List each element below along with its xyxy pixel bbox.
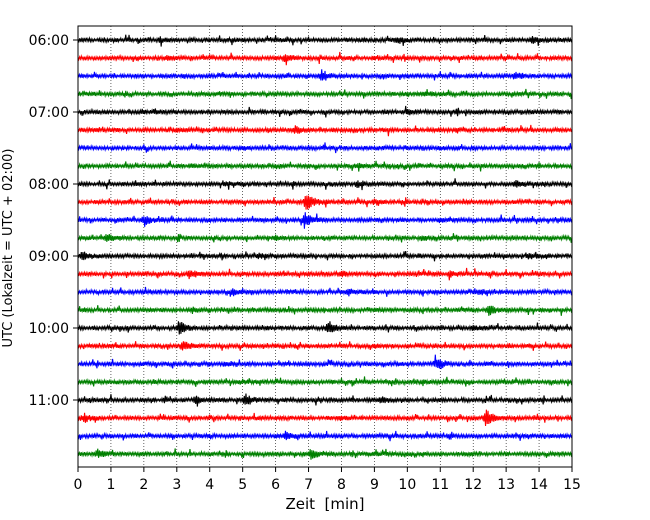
x-tick-label: 0	[74, 477, 83, 493]
trace-line	[77, 34, 573, 47]
trace-line	[77, 341, 573, 351]
x-tick-label: 7	[304, 477, 313, 493]
y-tick-label: 06:00	[29, 33, 69, 49]
trace-line	[77, 393, 573, 407]
trace-line	[77, 305, 573, 316]
x-tick-label: 5	[238, 477, 247, 493]
trace-line	[77, 430, 573, 442]
y-axis-ticks: 06:00 07:00 08:00 09:00 10:00 11:00	[29, 33, 78, 409]
x-tick-label: 6	[271, 477, 280, 493]
plot-frame	[77, 25, 573, 468]
trace-line	[77, 233, 573, 243]
trace-line	[77, 178, 573, 191]
trace-line	[77, 354, 573, 370]
x-tick-label: 10	[398, 477, 416, 493]
trace-line	[77, 448, 573, 460]
x-tick-label: 8	[337, 477, 346, 493]
x-tick-label: 9	[370, 477, 379, 493]
x-tick-label: 2	[139, 477, 148, 493]
trace-line	[77, 267, 573, 281]
y-tick-label: 10:00	[29, 321, 69, 337]
trace-line	[77, 376, 573, 387]
y-tick-label: 07:00	[29, 105, 69, 121]
y-tick-label: 11:00	[29, 393, 69, 409]
trace-line	[77, 286, 573, 297]
x-axis-ticks: 0 1 2 3 4 5 6 7 8 9 10 11 12 13 14 15	[74, 467, 581, 493]
y-axis-label: UTC (Lokalzeit = UTC + 02:00)	[1, 149, 16, 348]
trace-line	[77, 105, 573, 118]
x-axis-label: Zeit [min]	[285, 495, 364, 513]
trace-line	[77, 51, 573, 66]
x-tick-label: 3	[172, 477, 181, 493]
x-tick-label: 1	[106, 477, 115, 493]
y-tick-label: 09:00	[29, 249, 69, 265]
trace-line	[77, 88, 573, 100]
x-tick-label: 12	[464, 477, 482, 493]
x-tick-label: 11	[431, 477, 449, 493]
trace-line	[77, 251, 573, 262]
x-tick-label: 13	[497, 477, 515, 493]
x-tick-label: 4	[205, 477, 214, 493]
trace-line	[77, 160, 573, 172]
trace-line	[77, 195, 573, 210]
trace-line	[77, 409, 573, 427]
trace-line	[77, 69, 573, 81]
trace-line	[77, 212, 573, 229]
x-tick-label: 14	[530, 477, 548, 493]
y-tick-label: 08:00	[29, 177, 69, 193]
x-tick-label: 15	[563, 477, 581, 493]
trace-line	[77, 124, 573, 137]
trace-line	[77, 142, 573, 154]
trace-line	[77, 321, 573, 335]
seismic-traces	[77, 34, 573, 460]
